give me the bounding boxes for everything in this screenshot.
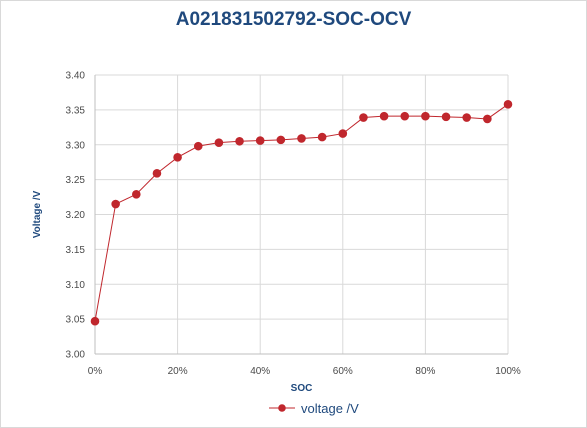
y-tick-label: 3.15: [66, 245, 86, 256]
legend-marker: [278, 404, 286, 412]
data-point: [152, 169, 162, 178]
data-point: [255, 136, 265, 145]
y-tick-label: 3.10: [66, 280, 86, 291]
chart-title: A021831502792-SOC-OCV: [175, 9, 412, 30]
y-tick-label: 3.35: [66, 105, 86, 116]
x-tick-label: 20%: [168, 366, 188, 377]
data-point: [338, 129, 348, 138]
data-point: [214, 138, 224, 147]
data-point: [111, 199, 120, 209]
y-tick-label: 3.05: [66, 315, 86, 326]
x-axis-title: SOC: [291, 383, 313, 394]
legend-label: voltage /V: [301, 401, 359, 416]
data-point: [173, 153, 182, 162]
x-tick-label: 60%: [333, 366, 353, 377]
y-tick-label: 3.30: [66, 140, 86, 151]
data-point: [193, 141, 203, 151]
data-point: [379, 111, 389, 121]
data-point: [90, 316, 100, 326]
y-tick-label: 3.00: [66, 350, 86, 361]
data-point: [421, 111, 430, 121]
data-point: [400, 111, 410, 121]
y-tick-label: 3.25: [66, 175, 86, 186]
data-point: [317, 132, 327, 142]
data-point: [276, 135, 286, 145]
x-tick-label: 80%: [415, 366, 435, 377]
data-point: [503, 99, 513, 109]
data-point: [235, 136, 244, 146]
data-point: [441, 112, 451, 122]
data-point: [132, 189, 141, 199]
data-point: [297, 134, 306, 143]
y-tick-label: 3.40: [66, 71, 86, 82]
y-axis-title: Voltage /V: [32, 190, 43, 238]
data-point: [483, 114, 492, 124]
data-point: [359, 113, 368, 122]
y-tick-label: 3.20: [66, 210, 86, 221]
x-tick-label: 100%: [495, 366, 521, 377]
data-point: [462, 113, 472, 122]
x-tick-label: 0%: [88, 366, 103, 377]
x-tick-label: 40%: [250, 366, 270, 377]
